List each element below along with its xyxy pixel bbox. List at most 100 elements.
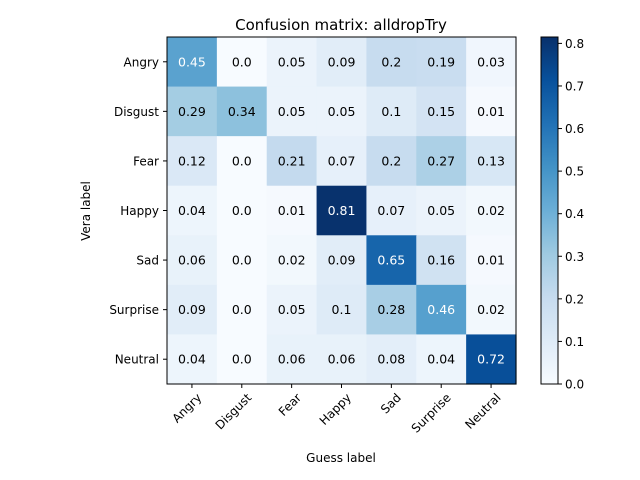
x-tick-label: Sad bbox=[378, 391, 404, 417]
cell-value-label: 0.06 bbox=[178, 253, 206, 268]
heatmap-cell bbox=[266, 185, 318, 236]
heatmap-cell bbox=[366, 235, 417, 286]
heatmap-cell bbox=[266, 37, 318, 88]
colorbar-tick-label: 0.1 bbox=[565, 335, 584, 349]
x-tick-label: Angry bbox=[169, 391, 204, 426]
heatmap-cell bbox=[167, 37, 218, 88]
colorbar-tick-label: 0.2 bbox=[565, 292, 584, 306]
cell-value-label: 0.0 bbox=[232, 253, 252, 268]
heatmap-cell bbox=[466, 86, 517, 137]
cell-value-label: 0.02 bbox=[477, 302, 505, 317]
heatmap-cell bbox=[266, 136, 318, 187]
heatmap-cells: 0.45 0.0 0.05 0.09 0.2 0.19 0.03 0.29 0.34 0.05 0.… bbox=[167, 37, 517, 385]
heatmap-cell bbox=[416, 284, 467, 336]
x-tick-label: Disgust bbox=[213, 390, 255, 432]
cell-value-label: 0.12 bbox=[178, 153, 206, 168]
colorbar-tick-label: 0.4 bbox=[565, 207, 584, 221]
heatmap-cell bbox=[466, 136, 517, 187]
cell-value-label: 0.19 bbox=[427, 54, 455, 69]
cell-value-label: 0.09 bbox=[178, 302, 206, 317]
heatmap-cell bbox=[416, 136, 467, 187]
heatmap-cell bbox=[466, 185, 517, 236]
colorbar-tick-label: 0.6 bbox=[565, 122, 584, 136]
x-tick-label: Neutral bbox=[462, 391, 503, 432]
heatmap-cell bbox=[266, 235, 318, 286]
heatmap-cell bbox=[366, 37, 417, 88]
cell-value-label: 0.02 bbox=[278, 253, 306, 268]
cell-value-label: 0.72 bbox=[477, 352, 505, 367]
heatmap-cell bbox=[216, 185, 268, 236]
cell-value-label: 0.06 bbox=[328, 352, 356, 367]
heatmap-cell bbox=[366, 136, 417, 187]
heatmap-cell bbox=[167, 185, 218, 236]
y-tick-label: Disgust bbox=[114, 105, 159, 119]
y-axis-ticks: Angry Disgust Fear Happy Sad Surprise Neutral bbox=[109, 55, 167, 367]
heatmap-cell bbox=[167, 284, 218, 336]
cell-value-label: 0.09 bbox=[328, 54, 356, 69]
cell-value-label: 0.81 bbox=[328, 203, 356, 218]
cell-value-label: 0.65 bbox=[377, 253, 405, 268]
y-tick-label: Neutral bbox=[115, 353, 159, 367]
chart-title: Confusion matrix: alldropTry bbox=[235, 16, 447, 34]
heatmap-cell bbox=[216, 235, 268, 286]
y-tick-label: Sad bbox=[136, 254, 159, 268]
cell-value-label: 0.2 bbox=[381, 153, 401, 168]
cell-value-label: 0.05 bbox=[278, 54, 306, 69]
heatmap-cell bbox=[167, 86, 218, 137]
colorbar-tick-label: 0.7 bbox=[565, 79, 584, 93]
cell-value-label: 0.04 bbox=[178, 352, 206, 367]
heatmap-cell bbox=[416, 37, 467, 88]
cell-value-label: 0.34 bbox=[228, 104, 256, 119]
heatmap-cell bbox=[316, 284, 368, 336]
cell-value-label: 0.0 bbox=[232, 153, 252, 168]
cell-value-label: 0.05 bbox=[278, 104, 306, 119]
x-axis-label: Guess label bbox=[306, 451, 376, 465]
cell-value-label: 0.01 bbox=[278, 203, 306, 218]
cell-value-label: 0.09 bbox=[328, 253, 356, 268]
cell-value-label: 0.45 bbox=[178, 54, 206, 69]
cell-value-label: 0.28 bbox=[377, 302, 405, 317]
cell-value-label: 0.01 bbox=[477, 104, 505, 119]
x-axis-ticks: Angry Disgust Fear Happy Sad Surprise Neutral bbox=[169, 384, 504, 436]
y-tick-label: Fear bbox=[133, 154, 159, 168]
x-tick-label: Fear bbox=[276, 391, 304, 419]
colorbar-tick-label: 0.5 bbox=[565, 165, 584, 179]
cell-value-label: 0.0 bbox=[232, 203, 252, 218]
cell-value-label: 0.05 bbox=[427, 203, 455, 218]
cell-value-label: 0.05 bbox=[278, 302, 306, 317]
cell-value-label: 0.0 bbox=[232, 352, 252, 367]
y-tick-label: Angry bbox=[124, 55, 159, 69]
cell-value-label: 0.01 bbox=[477, 253, 505, 268]
cell-value-label: 0.04 bbox=[427, 352, 455, 367]
heatmap-cell bbox=[366, 185, 417, 236]
cell-value-label: 0.13 bbox=[477, 153, 505, 168]
heatmap-cell bbox=[466, 284, 517, 336]
heatmap-cell bbox=[316, 334, 368, 385]
colorbar-tick-label: 0.8 bbox=[565, 37, 584, 51]
cell-value-label: 0.21 bbox=[278, 153, 306, 168]
heatmap-cell bbox=[416, 185, 467, 236]
cell-value-label: 0.06 bbox=[278, 352, 306, 367]
heatmap-cell bbox=[266, 86, 318, 137]
y-tick-label: Surprise bbox=[109, 303, 159, 317]
heatmap-cell bbox=[167, 235, 218, 286]
heatmap-cell bbox=[167, 334, 218, 385]
x-tick-label: Surprise bbox=[409, 391, 454, 436]
heatmap-cell bbox=[167, 136, 218, 187]
y-tick-label: Happy bbox=[120, 204, 159, 218]
colorbar-tick-label: 0.0 bbox=[565, 378, 584, 392]
heatmap-cell bbox=[416, 86, 467, 137]
heatmap-cell bbox=[316, 235, 368, 286]
cell-value-label: 0.2 bbox=[381, 54, 401, 69]
heatmap-cell bbox=[316, 136, 368, 187]
heatmap-cell bbox=[216, 334, 268, 385]
heatmap-cell bbox=[216, 284, 268, 336]
cell-value-label: 0.03 bbox=[477, 54, 505, 69]
cell-value-label: 0.05 bbox=[328, 104, 356, 119]
colorbar-tick-label: 0.3 bbox=[565, 250, 584, 264]
cell-value-label: 0.02 bbox=[477, 203, 505, 218]
cell-value-label: 0.0 bbox=[232, 54, 252, 69]
cell-value-label: 0.1 bbox=[332, 302, 352, 317]
heatmap-cell bbox=[416, 334, 467, 385]
